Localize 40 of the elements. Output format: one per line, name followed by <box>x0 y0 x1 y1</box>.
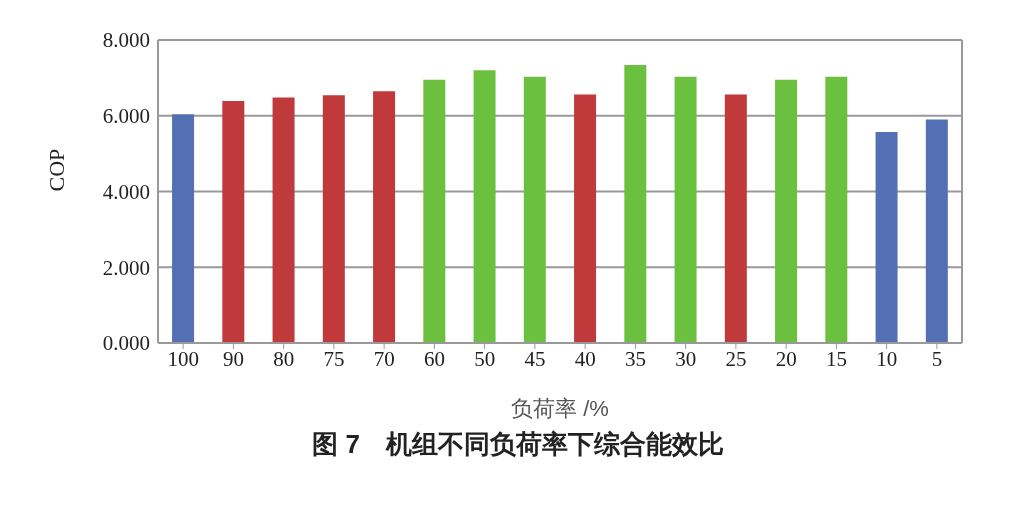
bar <box>674 76 697 343</box>
y-axis-title: COP <box>43 148 69 192</box>
bar <box>423 79 446 343</box>
bar <box>373 91 396 343</box>
bar <box>574 94 597 343</box>
bar <box>925 119 948 343</box>
bar <box>775 79 798 343</box>
bar <box>272 97 295 343</box>
x-tick-label: 5 <box>931 346 943 371</box>
bar <box>473 70 496 343</box>
x-tick-label: 25 <box>725 346 747 371</box>
y-tick-label: 0.000 <box>102 331 150 356</box>
x-tick-label: 35 <box>624 346 646 371</box>
bar <box>875 132 898 343</box>
x-axis-title: 负荷率 /% <box>511 396 609 421</box>
x-tick-label: 80 <box>273 346 295 371</box>
y-tick-label: 6.000 <box>102 104 150 129</box>
x-tick-label: 30 <box>675 346 697 371</box>
x-tick-label: 40 <box>574 346 596 371</box>
bar <box>523 76 546 343</box>
y-tick-label: 4.000 <box>102 179 150 204</box>
x-tick-label: 20 <box>775 346 797 371</box>
x-tick-label: 75 <box>323 346 345 371</box>
x-tick-label: 90 <box>222 346 244 371</box>
bar <box>825 76 848 343</box>
y-tick-label: 2.000 <box>102 255 150 280</box>
text: 图 7 机组不同负荷率下综合能效比 <box>311 428 725 461</box>
x-tick-label: 70 <box>373 346 395 371</box>
y-tick-label: 8.000 <box>102 28 150 53</box>
bar <box>322 95 345 343</box>
x-tick-label: 10 <box>876 346 898 371</box>
bar <box>222 100 245 343</box>
x-tick-label: 100 <box>167 346 199 371</box>
bar <box>624 65 647 343</box>
x-tick-label: 15 <box>825 346 847 371</box>
bar <box>172 114 195 343</box>
bar <box>724 94 747 343</box>
x-tick-label: 50 <box>474 346 496 371</box>
x-tick-label: 45 <box>524 346 546 371</box>
x-tick-label: 60 <box>423 346 445 371</box>
